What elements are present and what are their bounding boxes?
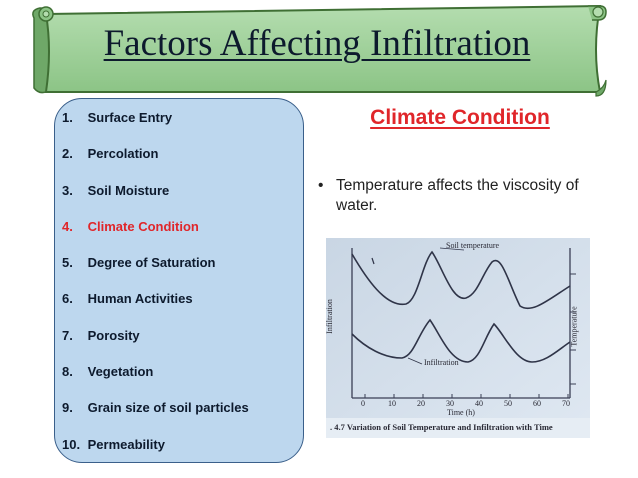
infiltration-curve [351, 318, 571, 363]
topic-list-panel [54, 98, 304, 463]
topic-item-percolation: 2. Percolation [62, 140, 302, 176]
title-banner: Factors Affecting Infiltration [0, 0, 638, 100]
bullet-marker: • [318, 177, 324, 194]
topic-label: Vegetation [87, 364, 154, 380]
topic-number: 10. [62, 436, 81, 452]
topic-label: Human Activities [87, 291, 193, 307]
topic-label: Soil Moisture [87, 182, 170, 198]
x-tick-label: 50 [504, 399, 512, 408]
x-tick-label: 70 [562, 399, 570, 408]
x-axis-ticks [364, 394, 569, 398]
scroll-banner-shape [32, 4, 607, 97]
figure-drawing [326, 238, 590, 438]
soil-temperature-curve [351, 250, 571, 310]
page-title: Factors Affecting Infiltration [103, 23, 531, 64]
section-title: Climate Condition [370, 106, 550, 129]
right-axis-ticks [570, 273, 576, 385]
topic-label: Grain size of soil particles [87, 400, 249, 416]
x-axis-label: Time (h) [447, 408, 475, 417]
topic-number: 7. [62, 327, 73, 343]
soil-temperature-pointer [439, 247, 465, 251]
topic-item-human-activities: 6. Human Activities [62, 285, 302, 321]
bullet-point: • Temperature affects the viscosity of w… [318, 176, 618, 216]
topic-label: Climate Condition [87, 218, 199, 234]
topic-number: 8. [62, 364, 73, 380]
figure-caption: . 4.7 Variation of Soil Temperature and … [330, 422, 553, 432]
soil-temperature-label: Soil temperature [446, 241, 500, 250]
infiltration-pointer [407, 357, 423, 365]
right-axis-label: Temperature [569, 306, 579, 347]
topic-item-porosity: 7. Porosity [62, 322, 302, 358]
topic-number: 2. [62, 146, 73, 162]
bullet-text: Temperature affects the viscosity of wat… [336, 177, 579, 214]
topic-number: 4. [62, 218, 73, 234]
infiltration-temperature-figure: Soil temperature Infiltration Infiltrati… [324, 238, 590, 438]
topic-list: 1. Surface Entry 2. Percolation 3. Soil … [62, 104, 302, 467]
x-tick-label: 20 [417, 399, 425, 408]
topic-number: 5. [62, 255, 73, 271]
topic-number: 9. [62, 400, 73, 416]
x-tick-label: 40 [475, 399, 483, 408]
figure-paper [326, 238, 590, 438]
topic-number: 6. [62, 291, 73, 307]
topic-item-climate-condition: 4. Climate Condition [62, 213, 302, 249]
x-tick-label: 0 [361, 399, 365, 408]
left-axis-label: Infiltration [324, 299, 334, 334]
topic-item-vegetation: 8. Vegetation [62, 358, 302, 394]
topic-item-soil-moisture: 3. Soil Moisture [62, 177, 302, 213]
topic-label: Percolation [87, 146, 159, 162]
pen-mark [371, 257, 375, 265]
topic-item-grain-size: 9. Grain size of soil particles [62, 394, 302, 430]
x-tick-label: 60 [533, 399, 541, 408]
topic-label: Permeability [87, 436, 165, 452]
topic-label: Porosity [87, 327, 140, 343]
x-tick-label: 30 [446, 399, 454, 408]
topic-item-permeability: 10. Permeability [62, 431, 302, 467]
topic-number: 1. [62, 110, 73, 125]
topic-label: Degree of Saturation [87, 255, 216, 271]
infiltration-label: Infiltration [424, 358, 459, 367]
topic-item-surface-entry: 1. Surface Entry [62, 104, 302, 140]
topic-number: 3. [62, 182, 73, 198]
x-tick-label: 10 [388, 399, 396, 408]
caption-band [326, 418, 590, 438]
topic-label: Surface Entry [87, 110, 173, 125]
topic-item-degree-of-saturation: 5. Degree of Saturation [62, 249, 302, 285]
